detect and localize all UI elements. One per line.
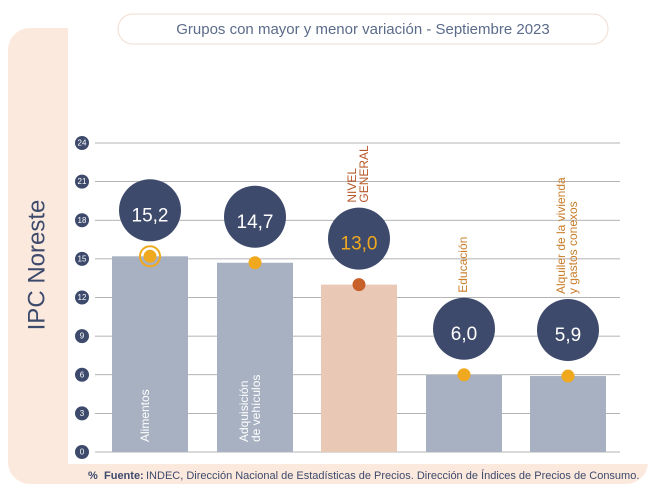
y-tick-label: 9 — [80, 332, 85, 341]
y-tick-label: 24 — [78, 139, 87, 148]
value-dot — [352, 278, 366, 292]
y-tick-badge — [75, 290, 89, 305]
y-tick-label: 6 — [80, 370, 85, 379]
category-label: Adquisiciónde vehículos — [237, 375, 263, 442]
value-label: 6,0 — [451, 324, 477, 345]
value-dot — [561, 369, 575, 383]
title-pill — [117, 13, 609, 45]
category-label: Alquiler de la vivienday gastos conexos — [554, 177, 580, 294]
value-label: 13,0 — [341, 234, 378, 255]
value-badge — [433, 297, 495, 360]
chart-title: Grupos con mayor y menor variación - Sep… — [176, 21, 550, 38]
value-badge — [119, 179, 181, 242]
value-badge — [224, 185, 286, 248]
y-tick-badge — [75, 367, 89, 382]
y-tick-badge — [75, 251, 89, 266]
bar — [426, 374, 502, 452]
value-label: 5,9 — [555, 325, 581, 346]
value-badge — [537, 299, 599, 362]
source-icon: % — [88, 470, 98, 482]
y-tick-badge — [75, 174, 89, 189]
y-tick-label: 12 — [78, 293, 87, 302]
source-label: Fuente: — [104, 470, 144, 482]
bar — [321, 284, 397, 452]
y-tick-label: 0 — [80, 448, 85, 457]
bar — [530, 376, 606, 452]
y-tick-badge — [75, 213, 89, 228]
y-tick-label: 3 — [80, 409, 85, 418]
y-tick-label: 18 — [78, 216, 87, 225]
category-label: Alimentos — [138, 389, 152, 442]
value-label: 14,7 — [237, 212, 274, 233]
category-label: Educación — [456, 237, 470, 293]
category-label: NIVELGENERAL — [345, 145, 371, 203]
value-badge — [328, 207, 390, 270]
y-tick-label: 21 — [78, 177, 87, 186]
y-tick-badge — [75, 406, 89, 421]
y-tick-badge — [75, 329, 89, 344]
source-text: INDEC, Dirección Nacional de Estadística… — [146, 469, 639, 482]
y-axis-label: IPC Noreste — [23, 200, 50, 331]
bar — [112, 256, 188, 452]
value-dot-ring — [139, 245, 161, 268]
value-dot — [457, 368, 471, 382]
bar — [217, 262, 293, 452]
y-tick-badge — [75, 136, 89, 150]
value-dot — [248, 256, 262, 270]
value-label: 15,2 — [132, 205, 169, 226]
y-tick-label: 15 — [78, 254, 87, 263]
value-dot — [143, 249, 157, 263]
y-tick-badge — [75, 445, 89, 459]
